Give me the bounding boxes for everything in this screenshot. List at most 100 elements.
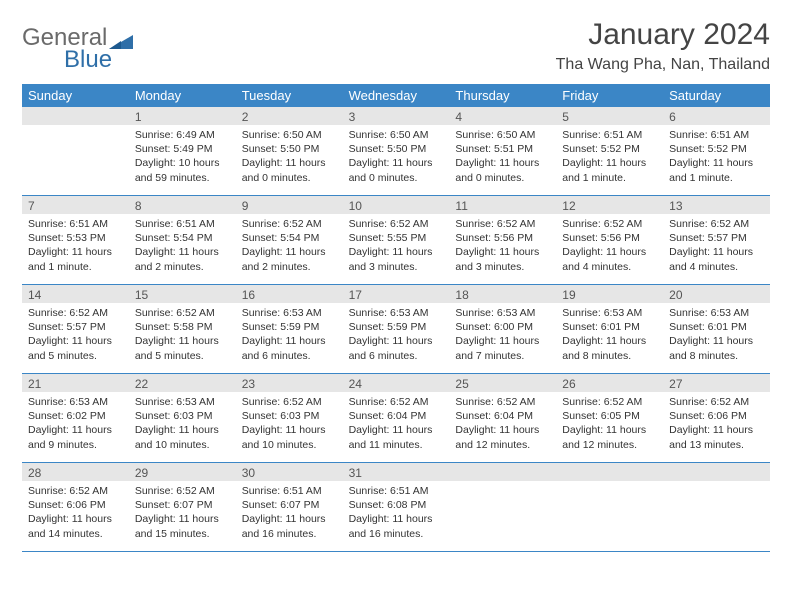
sunset-text: Sunset: 6:07 PM <box>135 498 230 512</box>
page-title: January 2024 <box>556 18 770 52</box>
sunrise-text: Sunrise: 6:52 AM <box>28 306 123 320</box>
day-body: Sunrise: 6:52 AMSunset: 5:58 PMDaylight:… <box>129 303 236 369</box>
daylight-text: Daylight: 11 hours and 15 minutes. <box>135 512 230 540</box>
day-body: Sunrise: 6:52 AMSunset: 6:05 PMDaylight:… <box>556 392 663 458</box>
sunset-text: Sunset: 5:59 PM <box>242 320 337 334</box>
day-number: 14 <box>22 285 129 303</box>
day-body: Sunrise: 6:51 AMSunset: 6:07 PMDaylight:… <box>236 481 343 547</box>
day-body: Sunrise: 6:52 AMSunset: 6:07 PMDaylight:… <box>129 481 236 547</box>
calendar-grid: Sunday Monday Tuesday Wednesday Thursday… <box>22 84 770 552</box>
daylight-text: Daylight: 11 hours and 4 minutes. <box>669 245 764 273</box>
sunrise-text: Sunrise: 6:52 AM <box>242 395 337 409</box>
sunrise-text: Sunrise: 6:49 AM <box>135 128 230 142</box>
day-body: Sunrise: 6:52 AMSunset: 6:04 PMDaylight:… <box>343 392 450 458</box>
day-body: Sunrise: 6:52 AMSunset: 5:54 PMDaylight:… <box>236 214 343 280</box>
sunset-text: Sunset: 6:07 PM <box>242 498 337 512</box>
day-body: Sunrise: 6:52 AMSunset: 6:06 PMDaylight:… <box>22 481 129 547</box>
day-number: 8 <box>129 196 236 214</box>
sunset-text: Sunset: 6:05 PM <box>562 409 657 423</box>
day-cell: 26Sunrise: 6:52 AMSunset: 6:05 PMDayligh… <box>556 374 663 462</box>
weekday-header: Thursday <box>449 84 556 107</box>
sunset-text: Sunset: 6:04 PM <box>455 409 550 423</box>
day-cell <box>22 107 129 195</box>
sunset-text: Sunset: 5:52 PM <box>669 142 764 156</box>
sunset-text: Sunset: 6:08 PM <box>349 498 444 512</box>
daylight-text: Daylight: 11 hours and 4 minutes. <box>562 245 657 273</box>
day-number: 22 <box>129 374 236 392</box>
sunset-text: Sunset: 6:01 PM <box>669 320 764 334</box>
daylight-text: Daylight: 11 hours and 9 minutes. <box>28 423 123 451</box>
sunset-text: Sunset: 5:55 PM <box>349 231 444 245</box>
sunrise-text: Sunrise: 6:52 AM <box>349 217 444 231</box>
sunrise-text: Sunrise: 6:52 AM <box>455 217 550 231</box>
day-number: 4 <box>449 107 556 125</box>
day-number: 15 <box>129 285 236 303</box>
day-cell: 23Sunrise: 6:52 AMSunset: 6:03 PMDayligh… <box>236 374 343 462</box>
day-number: 24 <box>343 374 450 392</box>
day-number: 7 <box>22 196 129 214</box>
day-body: Sunrise: 6:53 AMSunset: 6:03 PMDaylight:… <box>129 392 236 458</box>
day-cell: 6Sunrise: 6:51 AMSunset: 5:52 PMDaylight… <box>663 107 770 195</box>
sunset-text: Sunset: 5:52 PM <box>562 142 657 156</box>
day-number: 6 <box>663 107 770 125</box>
daylight-text: Daylight: 11 hours and 1 minute. <box>669 156 764 184</box>
weekday-header-row: Sunday Monday Tuesday Wednesday Thursday… <box>22 84 770 107</box>
sunset-text: Sunset: 6:06 PM <box>669 409 764 423</box>
weekday-header: Saturday <box>663 84 770 107</box>
day-number <box>22 107 129 125</box>
daylight-text: Daylight: 11 hours and 2 minutes. <box>242 245 337 273</box>
day-body <box>663 481 770 490</box>
day-body: Sunrise: 6:52 AMSunset: 5:55 PMDaylight:… <box>343 214 450 280</box>
daylight-text: Daylight: 11 hours and 1 minute. <box>28 245 123 273</box>
day-number: 2 <box>236 107 343 125</box>
sunrise-text: Sunrise: 6:51 AM <box>135 217 230 231</box>
day-cell <box>449 463 556 551</box>
day-number: 17 <box>343 285 450 303</box>
day-body: Sunrise: 6:52 AMSunset: 5:57 PMDaylight:… <box>22 303 129 369</box>
sunrise-text: Sunrise: 6:53 AM <box>455 306 550 320</box>
daylight-text: Daylight: 11 hours and 14 minutes. <box>28 512 123 540</box>
sunset-text: Sunset: 5:51 PM <box>455 142 550 156</box>
sunrise-text: Sunrise: 6:51 AM <box>242 484 337 498</box>
sunrise-text: Sunrise: 6:52 AM <box>349 395 444 409</box>
sunrise-text: Sunrise: 6:52 AM <box>669 395 764 409</box>
day-cell: 1Sunrise: 6:49 AMSunset: 5:49 PMDaylight… <box>129 107 236 195</box>
weekday-header: Tuesday <box>236 84 343 107</box>
sunset-text: Sunset: 6:02 PM <box>28 409 123 423</box>
day-body: Sunrise: 6:52 AMSunset: 5:57 PMDaylight:… <box>663 214 770 280</box>
daylight-text: Daylight: 11 hours and 8 minutes. <box>669 334 764 362</box>
day-cell: 30Sunrise: 6:51 AMSunset: 6:07 PMDayligh… <box>236 463 343 551</box>
sunset-text: Sunset: 5:57 PM <box>669 231 764 245</box>
day-body: Sunrise: 6:52 AMSunset: 6:03 PMDaylight:… <box>236 392 343 458</box>
day-cell: 28Sunrise: 6:52 AMSunset: 6:06 PMDayligh… <box>22 463 129 551</box>
day-body: Sunrise: 6:51 AMSunset: 5:52 PMDaylight:… <box>556 125 663 191</box>
day-number: 16 <box>236 285 343 303</box>
daylight-text: Daylight: 11 hours and 12 minutes. <box>562 423 657 451</box>
day-cell: 31Sunrise: 6:51 AMSunset: 6:08 PMDayligh… <box>343 463 450 551</box>
day-body: Sunrise: 6:52 AMSunset: 6:06 PMDaylight:… <box>663 392 770 458</box>
daylight-text: Daylight: 11 hours and 0 minutes. <box>242 156 337 184</box>
daylight-text: Daylight: 11 hours and 1 minute. <box>562 156 657 184</box>
sunset-text: Sunset: 5:53 PM <box>28 231 123 245</box>
day-cell <box>663 463 770 551</box>
sunrise-text: Sunrise: 6:53 AM <box>242 306 337 320</box>
sunset-text: Sunset: 5:59 PM <box>349 320 444 334</box>
sunset-text: Sunset: 6:01 PM <box>562 320 657 334</box>
logo: GeneralBlue <box>22 18 135 74</box>
day-body: Sunrise: 6:50 AMSunset: 5:51 PMDaylight:… <box>449 125 556 191</box>
day-cell: 8Sunrise: 6:51 AMSunset: 5:54 PMDaylight… <box>129 196 236 284</box>
daylight-text: Daylight: 11 hours and 3 minutes. <box>455 245 550 273</box>
sunrise-text: Sunrise: 6:51 AM <box>28 217 123 231</box>
location-text: Tha Wang Pha, Nan, Thailand <box>556 56 770 74</box>
sunrise-text: Sunrise: 6:52 AM <box>135 484 230 498</box>
day-body: Sunrise: 6:50 AMSunset: 5:50 PMDaylight:… <box>343 125 450 191</box>
day-number: 11 <box>449 196 556 214</box>
day-cell: 29Sunrise: 6:52 AMSunset: 6:07 PMDayligh… <box>129 463 236 551</box>
day-cell: 17Sunrise: 6:53 AMSunset: 5:59 PMDayligh… <box>343 285 450 373</box>
day-body: Sunrise: 6:51 AMSunset: 5:54 PMDaylight:… <box>129 214 236 280</box>
day-number: 29 <box>129 463 236 481</box>
sunrise-text: Sunrise: 6:52 AM <box>135 306 230 320</box>
weekday-header: Wednesday <box>343 84 450 107</box>
day-cell: 15Sunrise: 6:52 AMSunset: 5:58 PMDayligh… <box>129 285 236 373</box>
day-body: Sunrise: 6:52 AMSunset: 5:56 PMDaylight:… <box>556 214 663 280</box>
